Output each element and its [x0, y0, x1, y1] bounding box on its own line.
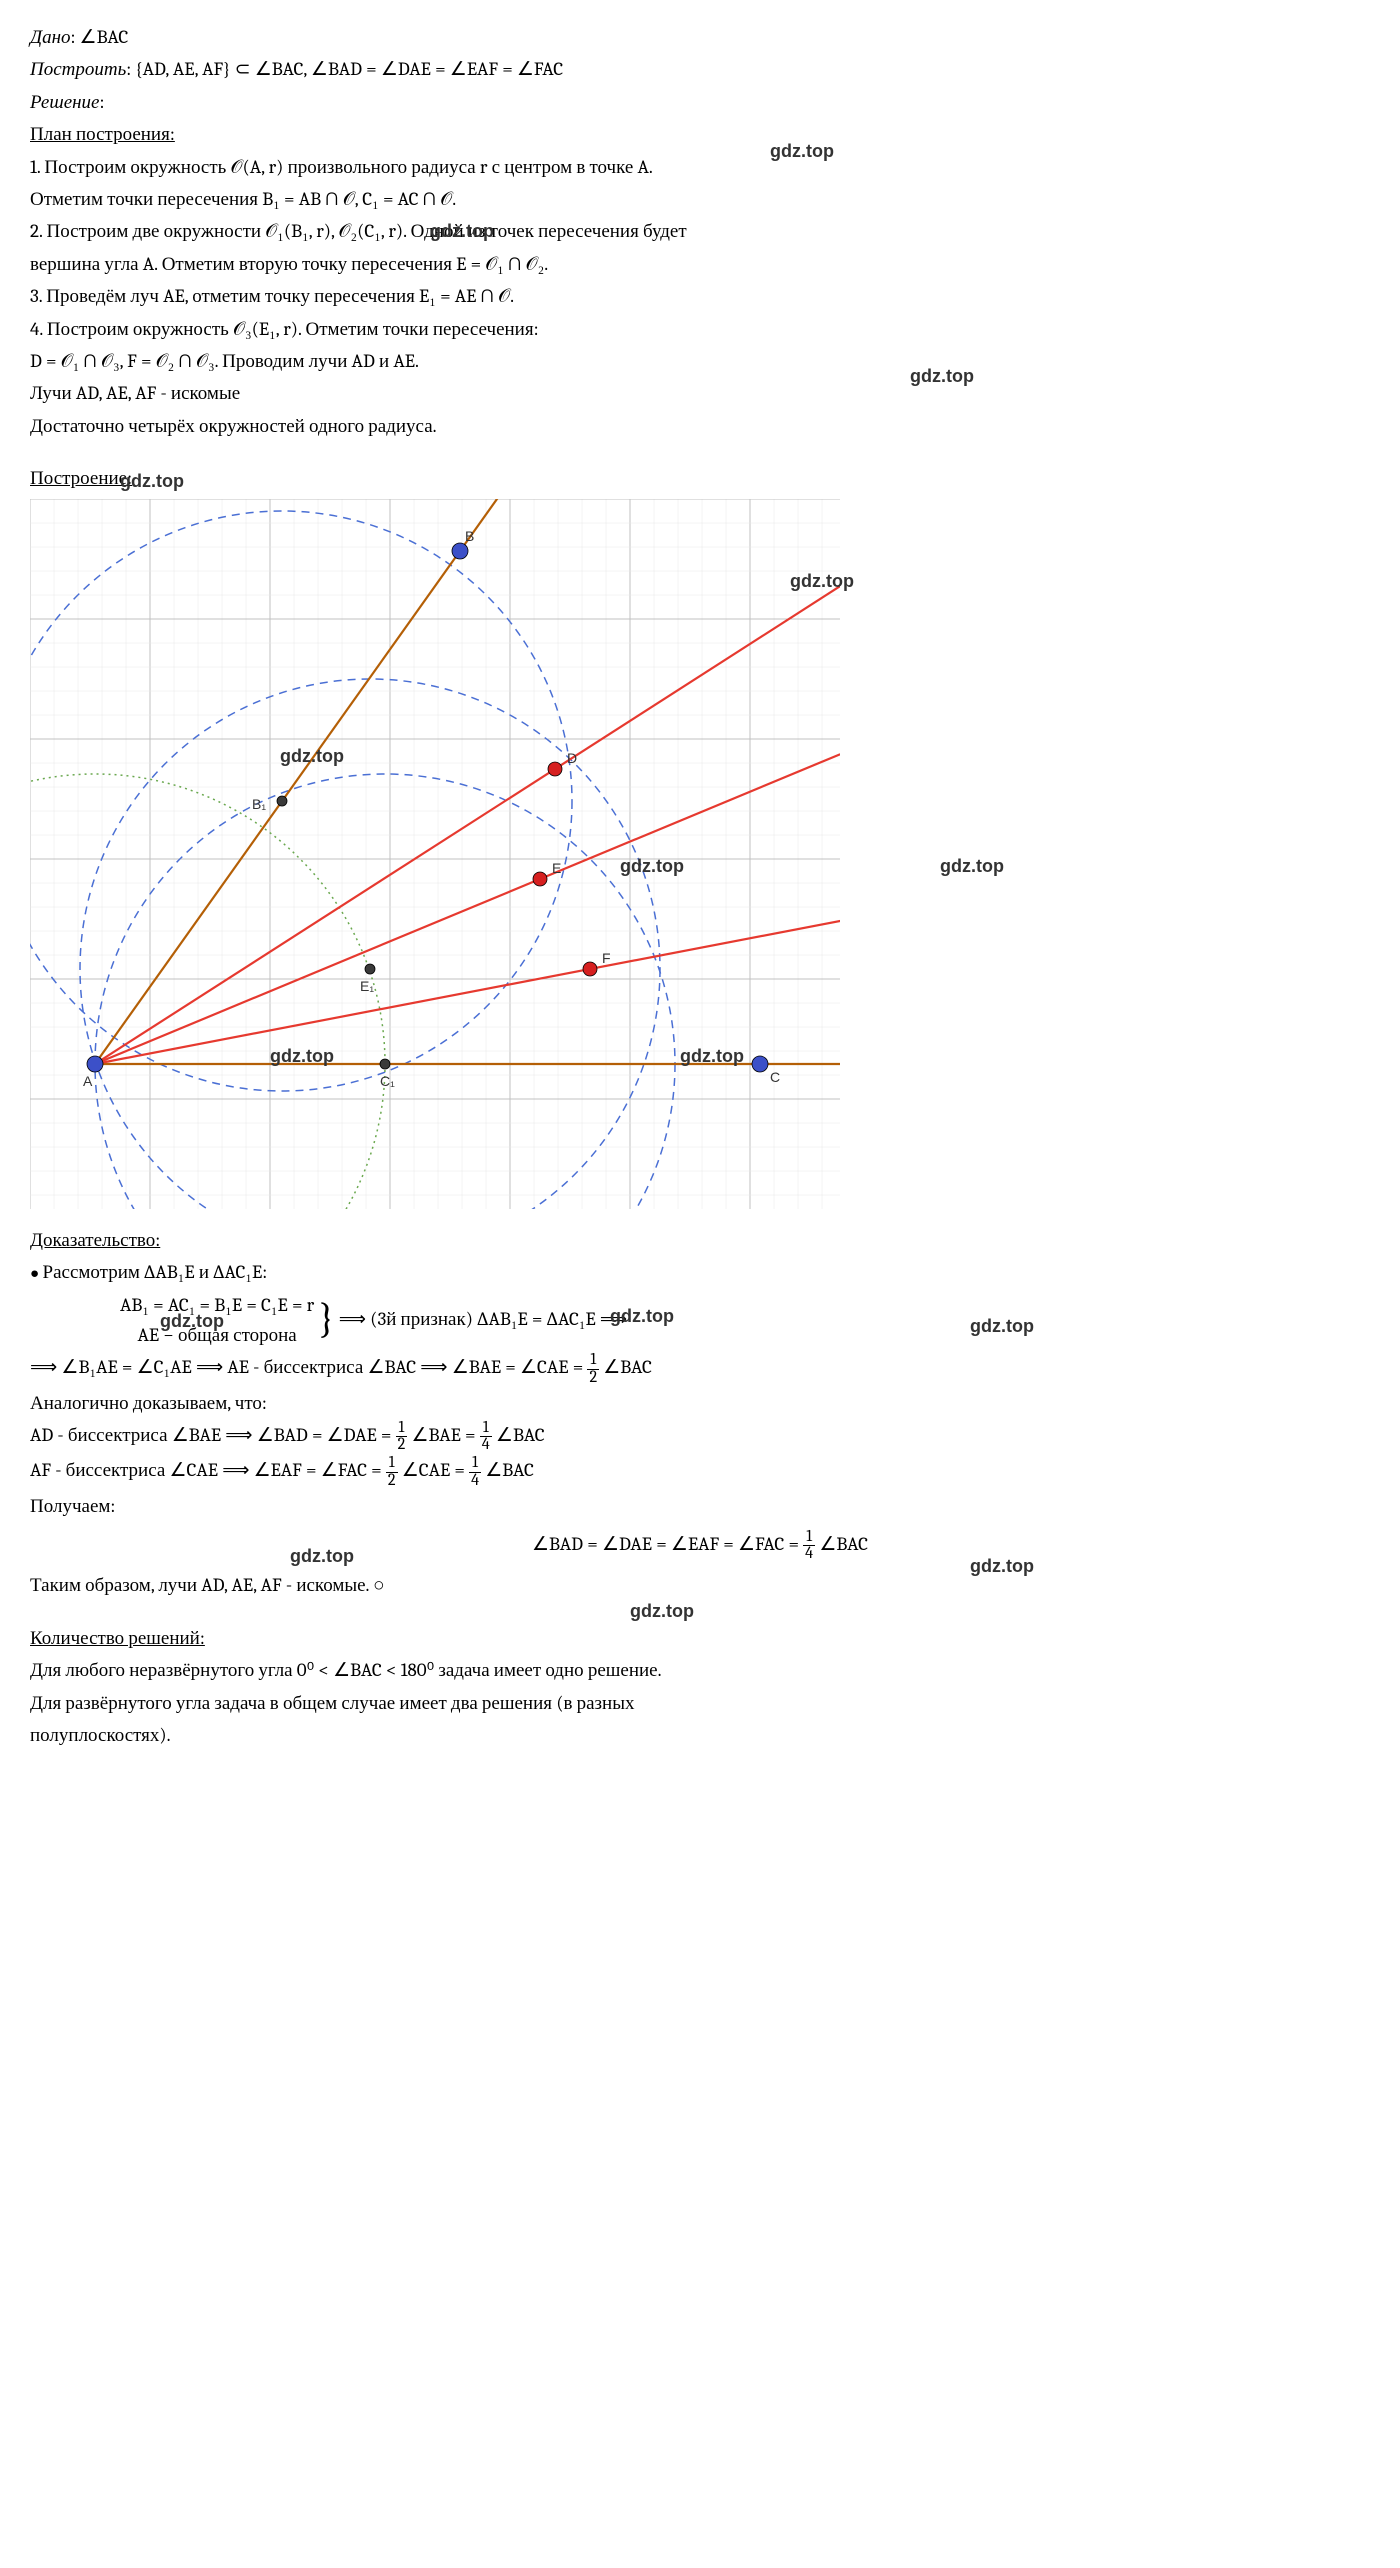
proof-af-text: AF - биссектриса ∠CAE ⟹ ∠EAF = ∠FAC = — [30, 1460, 386, 1482]
frac-1-2: 12 — [587, 1352, 599, 1385]
plan-step-3: 3. Проведём луч AE, отметим точку пересе… — [30, 281, 1370, 311]
svg-text:F: F — [602, 950, 611, 966]
construct-value: {AD, AE, AF} ⊂ ∠BAC, ∠BAD = ∠DAE = ∠EAF … — [135, 58, 563, 80]
count-line-3: полуплоскостях). — [30, 1720, 1370, 1750]
svg-text:B₁: B₁ — [252, 796, 266, 812]
proof-af-mid: ∠CAE = — [402, 1460, 469, 1482]
construct-label: Построить — [30, 58, 126, 80]
colon: : — [126, 58, 135, 80]
proof-final-text: ∠BAD = ∠DAE = ∠EAF = ∠FAC = — [532, 1533, 803, 1555]
proof-analog: Аналогично доказываем, что: — [30, 1388, 1370, 1418]
svg-text:A: A — [83, 1073, 93, 1089]
proof-get: Получаем: — [30, 1491, 1370, 1521]
proof-thus: Таким образом, лучи AD, AE, AF - искомые… — [30, 1570, 1370, 1600]
svg-text:C₁: C₁ — [380, 1073, 395, 1089]
frac-1-2-b: 12 — [396, 1420, 408, 1453]
proof-brace-line: AB₁ = AC₁ = B₁E = C₁E = r AE − общая сто… — [30, 1290, 1370, 1351]
plan-conclusion-2: Достаточно четырёх окружностей одного ра… — [30, 411, 1370, 441]
brace-icon: } — [318, 1301, 334, 1339]
given-label: Дано — [30, 26, 71, 48]
svg-text:D: D — [567, 750, 577, 766]
count-line-2: Для развёрнутого угла задача в общем слу… — [30, 1688, 1370, 1718]
plan-heading: План построения: — [30, 119, 1370, 149]
proof-line-2a: ⟹ ∠B₁AE = ∠C₁AE ⟹ AE - биссектриса ∠BAC … — [30, 1357, 587, 1379]
proof-ad-end: ∠BAC — [496, 1424, 545, 1446]
frac-1-4-c: 14 — [803, 1529, 815, 1562]
plan-step-4a: 4. Построим окружность 𝒪₃(E₁, r). Отмети… — [30, 314, 1370, 344]
proof-stack-top: AB₁ = AC₁ = B₁E = C₁E = r — [120, 1290, 314, 1320]
proof-stack-bot: AE − общая сторона — [120, 1320, 314, 1350]
proof-af: AF - биссектриса ∠CAE ⟹ ∠EAF = ∠FAC = 12… — [30, 1455, 1370, 1488]
proof-final-end: ∠BAC — [819, 1533, 868, 1555]
given-value: ∠BAC — [80, 26, 129, 48]
solution-label: Решение — [30, 91, 100, 113]
proof-implies-1: ⟹ (3й признак) ∆AB₁E = ∆AC₁E ⟹ — [339, 1307, 627, 1329]
svg-text:C: C — [770, 1069, 780, 1085]
proof-ad: AD - биссектриса ∠BAE ⟹ ∠BAD = ∠DAE = 12… — [30, 1420, 1370, 1453]
proof-ad-text: AD - биссектриса ∠BAE ⟹ ∠BAD = ∠DAE = — [30, 1424, 396, 1446]
proof-af-end: ∠BAC — [485, 1460, 534, 1482]
proof-ad-mid: ∠BAE = — [411, 1424, 479, 1446]
proof-consider: Рассмотрим ∆AB₁E и ∆AC₁E: — [30, 1257, 1370, 1287]
plan-step-2b: вершина угла A. Отметим вторую точку пер… — [30, 249, 1370, 279]
proof-stack: AB₁ = AC₁ = B₁E = C₁E = r AE − общая сто… — [120, 1290, 314, 1351]
frac-1-4-a: 14 — [480, 1420, 492, 1453]
proof-line-2-end: ∠BAC — [603, 1357, 652, 1379]
frac-1-2-c: 12 — [386, 1455, 398, 1488]
construction-diagram: A B C B₁ C₁ D E F E₁ — [30, 499, 1370, 1218]
plan-conclusion-1: Лучи AD, AE, AF - искомые — [30, 378, 1370, 408]
colon: : — [100, 91, 105, 113]
count-line-1: Для любого неразвёрнутого угла 0⁰ < ∠BAC… — [30, 1655, 1370, 1685]
plan-step-4b: D = 𝒪₁ ∩ 𝒪₃, F = 𝒪₂ ∩ 𝒪₃. Проводим лучи … — [30, 346, 1370, 376]
proof-heading: Доказательство: — [30, 1225, 1370, 1255]
svg-text:E₁: E₁ — [360, 978, 374, 994]
plan-step-1b: Отметим точки пересечения B₁ = AB ∩ 𝒪, C… — [30, 184, 1370, 214]
construction-heading: Построение: — [30, 463, 1370, 493]
plan-step-2a: 2. Построим две окружности 𝒪₁(B₁, r), 𝒪₂… — [30, 216, 1370, 246]
svg-text:B: B — [465, 528, 474, 544]
plan-step-1a: 1. Построим окружность 𝒪(A, r) произволь… — [30, 152, 1370, 182]
count-heading: Количество решений: — [30, 1623, 1370, 1653]
frac-1-4-b: 14 — [469, 1455, 481, 1488]
svg-text:E: E — [552, 860, 561, 876]
colon: : — [71, 26, 80, 48]
proof-final-eq: ∠BAD = ∠DAE = ∠EAF = ∠FAC = 14 ∠BAC — [30, 1529, 1370, 1562]
proof-line-2: ⟹ ∠B₁AE = ∠C₁AE ⟹ AE - биссектриса ∠BAC … — [30, 1352, 1370, 1385]
